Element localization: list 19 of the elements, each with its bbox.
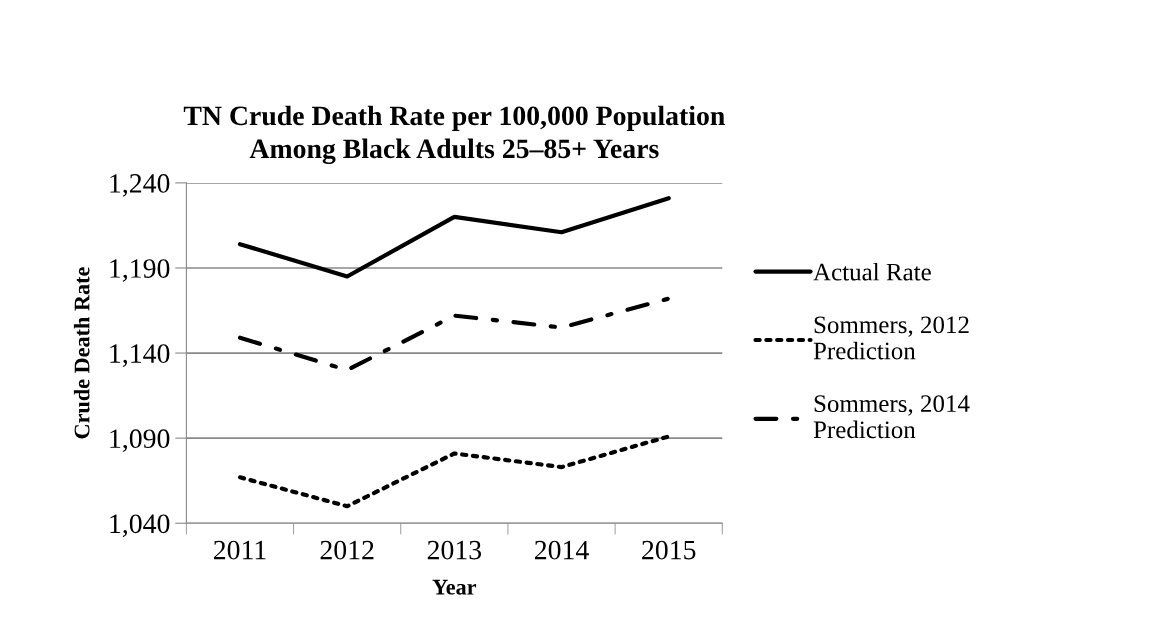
y-tick-label: 1,040 — [110, 514, 170, 538]
legend-label: Sommers, 2014 Prediction — [813, 395, 970, 439]
x-tick-label: 2012 — [320, 540, 374, 560]
y-tick-label: 1,090 — [110, 429, 170, 453]
line-series — [237, 296, 671, 373]
y-tick-label: 1,190 — [110, 259, 170, 282]
line-series — [237, 196, 671, 279]
x-tick-label: 2011 — [213, 540, 266, 560]
x-tick-label: 2014 — [534, 540, 589, 560]
x-tick-label: 2015 — [642, 540, 696, 560]
x-tick-label: 2013 — [427, 540, 482, 560]
legend-label: Actual Rate — [813, 262, 931, 281]
chart-title: TN Crude Death Rate per 100,000 Population Among Black Adults 25–85+ Years — [183, 105, 725, 165]
legend-label: Sommers, 2012 Prediction — [813, 316, 969, 360]
y-tick-label: 1,140 — [110, 344, 170, 367]
x-axis-title: Year — [432, 579, 477, 595]
line-series — [237, 434, 671, 509]
y-tick-label: 1,240 — [110, 174, 170, 197]
y-axis-title: Crude Death Rate — [73, 267, 90, 439]
